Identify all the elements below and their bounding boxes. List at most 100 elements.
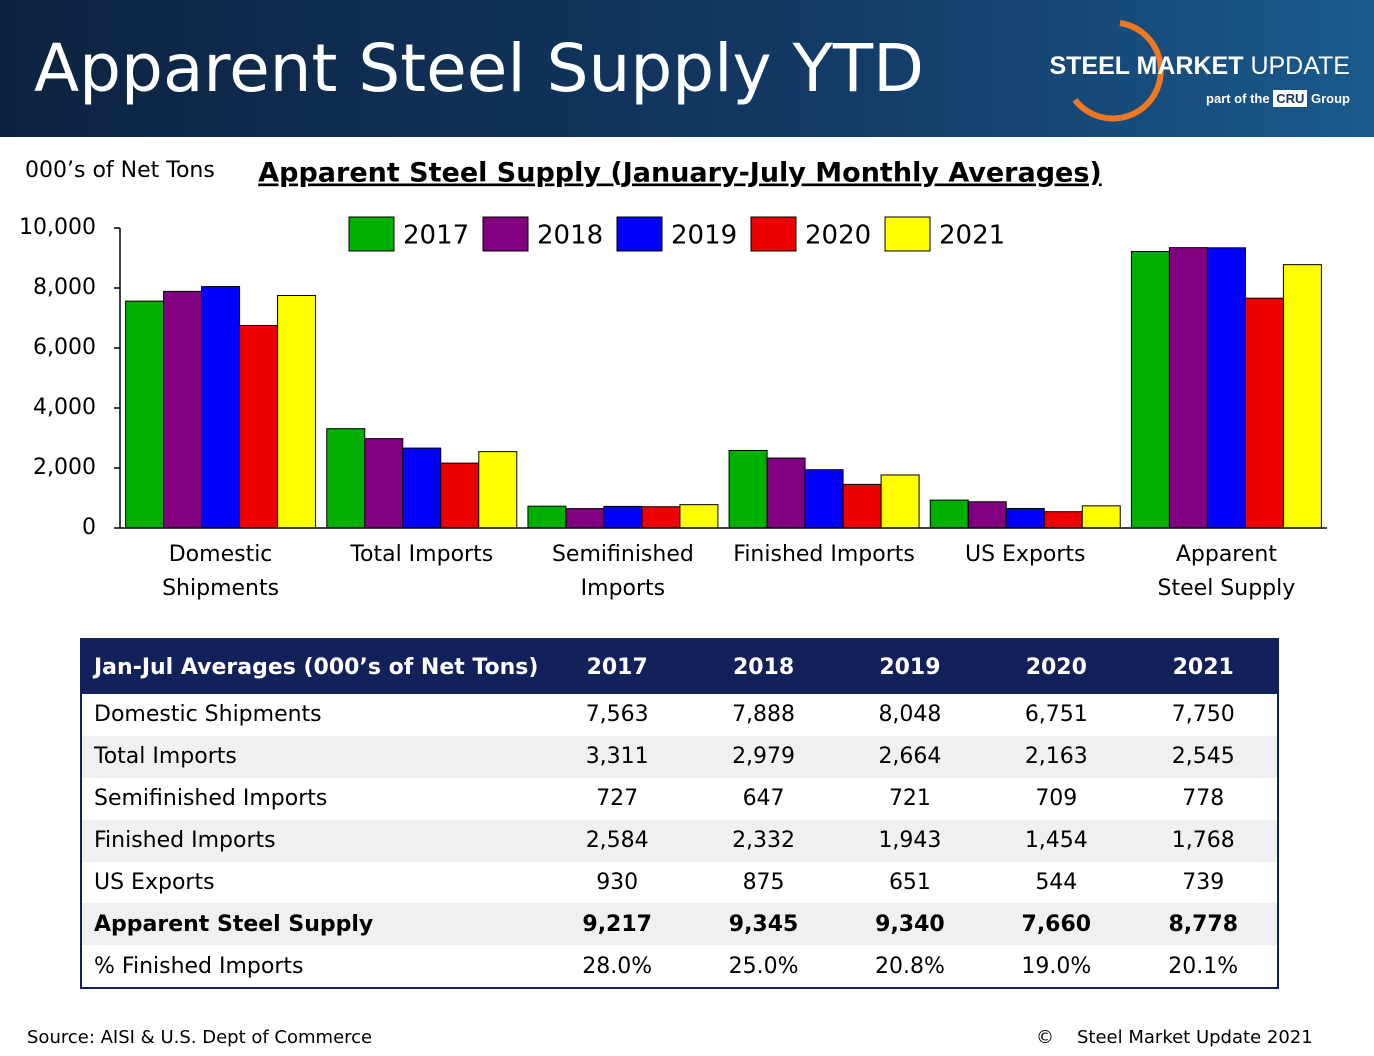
- bar: [527, 505, 567, 529]
- bar: [967, 501, 1007, 529]
- table-cell: 875: [742, 870, 785, 895]
- legend-label: 2019: [671, 221, 737, 251]
- bar: [929, 499, 969, 529]
- table-cell: 20.8%: [874, 953, 945, 979]
- row-label: Apparent Steel Supply: [94, 911, 374, 937]
- table-cell: 28.0%: [582, 953, 653, 979]
- x-tick-label: Semifinished Imports: [552, 542, 694, 601]
- table-cell: 930: [596, 870, 639, 895]
- table-cell: 9,340: [875, 911, 945, 937]
- legend-label: 2021: [939, 221, 1005, 251]
- table-cell: 647: [742, 786, 785, 812]
- label-line: Steel Supply: [1158, 576, 1296, 601]
- legend-swatch: [348, 216, 395, 252]
- table-row: US Exports 930 875 651 544 739: [81, 862, 1278, 904]
- bar: [1081, 505, 1121, 529]
- row-label: Domestic Shipments: [94, 702, 322, 728]
- bar: [440, 462, 480, 529]
- y-tick-label: 6,000: [33, 335, 96, 360]
- bar: [1168, 247, 1208, 529]
- bar: [1282, 264, 1322, 529]
- table-cell: 19.0%: [1021, 953, 1092, 979]
- x-tick-label: Apparent Steel Supply: [1158, 542, 1296, 601]
- label-line: US Exports: [965, 542, 1086, 567]
- table-cell: 8,048: [878, 702, 942, 728]
- y-tick-label: 0: [82, 515, 96, 540]
- cru-badge: CRU: [1273, 90, 1308, 107]
- label-line: Total Imports: [349, 542, 493, 567]
- bar: [1206, 247, 1246, 529]
- table-cell: 2,979: [732, 744, 796, 770]
- row-label: % Finished Imports: [94, 953, 304, 979]
- y-tick-label: 2,000: [33, 455, 96, 480]
- logo-name: STEEL MARKET UPDATE: [1049, 52, 1350, 81]
- bar: [402, 447, 442, 529]
- table-cell: 6,751: [1024, 702, 1088, 728]
- table-row: Domestic Shipments 7,563 7,888 8,048 6,751 7,…: [81, 694, 1278, 736]
- bar: [1130, 250, 1170, 529]
- x-tick-label: US Exports: [965, 542, 1086, 567]
- column-header: 2020: [983, 639, 1130, 694]
- label-line: Finished Imports: [733, 542, 915, 567]
- y-tick-label: 8,000: [33, 275, 96, 300]
- table-cell: 2,584: [585, 828, 649, 854]
- bar: [728, 449, 768, 529]
- bar: [804, 469, 844, 529]
- header-bar: Apparent Steel Supply YTD STEEL MARKET U…: [0, 0, 1374, 137]
- copyright: Steel Market Update 2021: [1077, 1027, 1313, 1048]
- table-cell: 544: [1035, 870, 1078, 895]
- legend-label: 2020: [805, 221, 871, 251]
- table-cell: 9,345: [728, 911, 799, 937]
- table-cell: 778: [1182, 786, 1225, 812]
- bar: [364, 438, 404, 529]
- table-cell: 721: [888, 786, 931, 812]
- table-cell: 651: [888, 870, 931, 895]
- table-cell: 2,545: [1171, 744, 1235, 770]
- chart-title: Apparent Steel Supply (January-July Mont…: [258, 158, 1102, 189]
- bar: [1043, 511, 1083, 529]
- tagline: Group: [1311, 91, 1350, 106]
- legend-swatch: [482, 216, 529, 252]
- legend-label: 2017: [403, 221, 469, 251]
- table-cell: 2,163: [1024, 744, 1088, 770]
- bar: [842, 483, 882, 529]
- label-line: Domestic: [169, 542, 273, 567]
- table-cell: 20.1%: [1168, 953, 1239, 979]
- bar: [641, 506, 681, 529]
- row-label: Semifinished Imports: [94, 786, 328, 812]
- table-row: % Finished Imports 28.0% 25.0% 20.8% 19.0% 20…: [81, 945, 1278, 988]
- source: Source: AISI & U.S. Dept of Commerce: [27, 1027, 373, 1048]
- legend-swatch: [750, 216, 797, 252]
- column-header: 2017: [544, 639, 691, 694]
- copyright-symbol: ©: [1036, 1027, 1054, 1048]
- bar: [1244, 297, 1284, 529]
- row-label: Total Imports: [94, 744, 237, 770]
- bar: [125, 300, 165, 529]
- table-header: Jan-Jul Averages (000’s of Net Tons) 2017…: [81, 639, 1278, 694]
- table-cell: 3,311: [585, 744, 649, 770]
- bar: [1005, 507, 1045, 529]
- bar: [565, 508, 605, 529]
- label-line: Apparent: [1176, 542, 1278, 567]
- table-cell: 7,660: [1021, 911, 1092, 937]
- table-row: Apparent Steel Supply 9,217 9,345 9,340 7,66…: [81, 903, 1278, 946]
- table-cell: 7,750: [1171, 702, 1235, 728]
- table-row: Total Imports 3,311 2,979 2,664 2,163 2,545: [81, 735, 1278, 778]
- slide-title: Apparent Steel Supply YTD: [34, 30, 925, 107]
- y-tick-label: 4,000: [33, 395, 96, 420]
- column-header: 2021: [1129, 639, 1278, 694]
- x-tick-label: Domestic Shipments: [162, 542, 279, 601]
- legend-swatch: [884, 216, 931, 252]
- bar: [326, 428, 366, 529]
- row-label: US Exports: [94, 870, 215, 895]
- column-header: Jan-Jul Averages (000’s of Net Tons): [81, 639, 544, 694]
- column-header: 2018: [690, 639, 837, 694]
- table-cell: 727: [596, 786, 639, 812]
- x-tick-label: Finished Imports: [733, 542, 915, 567]
- y-tick-label: 10,000: [19, 215, 96, 240]
- y-axis-label: 000’s of Net Tons: [25, 158, 215, 183]
- bar: [239, 324, 279, 529]
- legend-label: 2018: [537, 221, 603, 251]
- table-cell: 1,454: [1024, 828, 1088, 854]
- table-row: Finished Imports 2,584 2,332 1,943 1,454 1,76…: [81, 819, 1278, 862]
